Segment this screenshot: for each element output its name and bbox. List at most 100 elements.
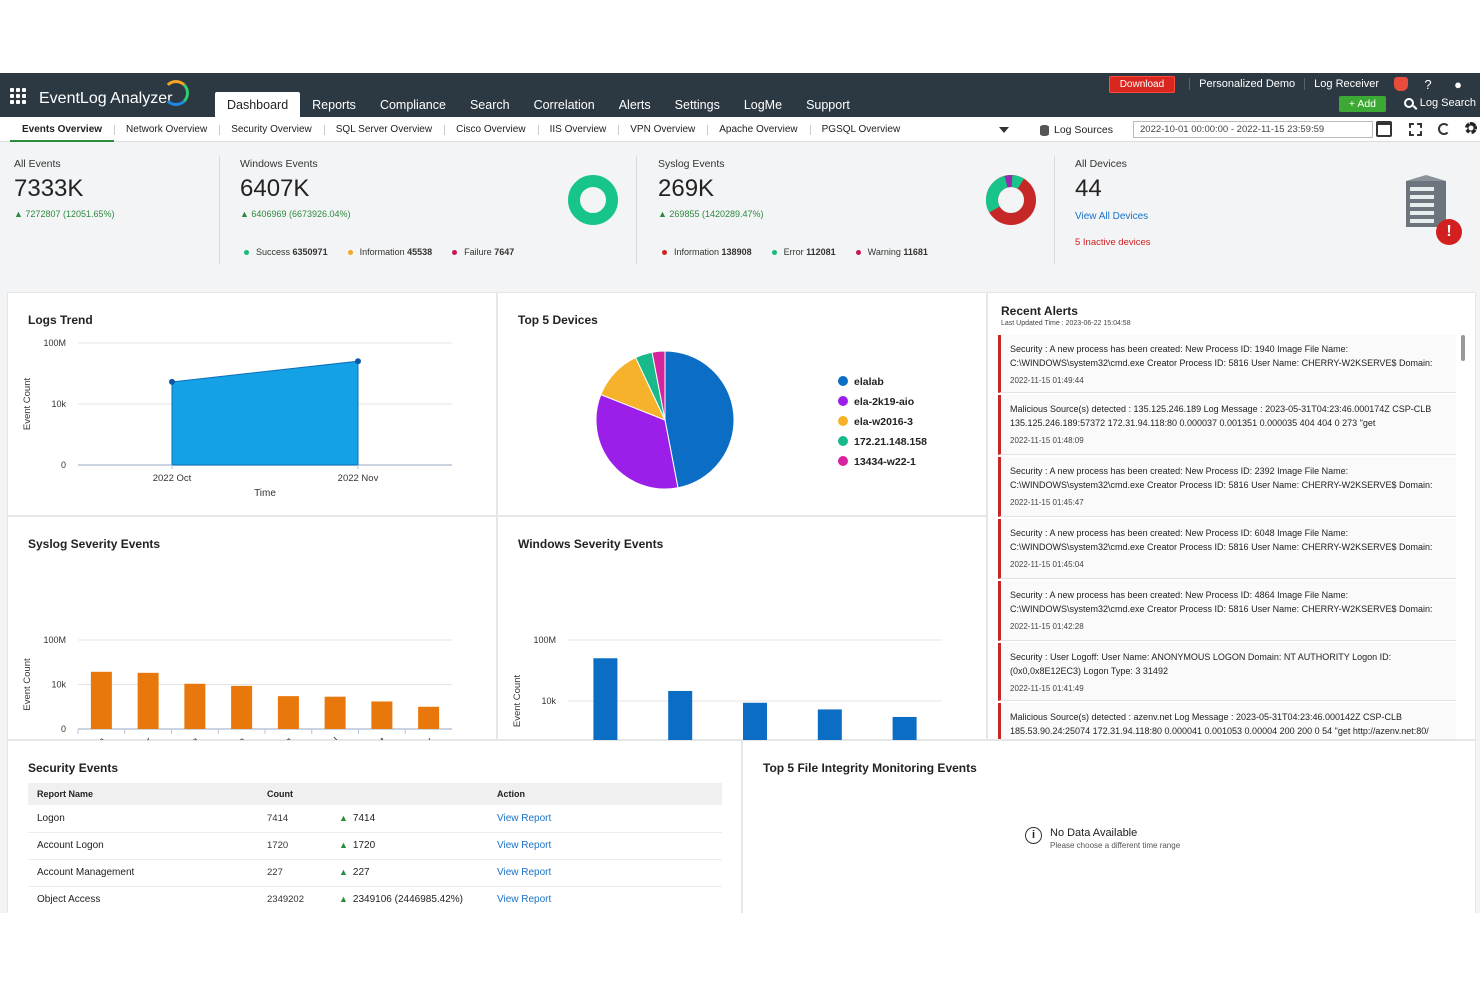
view-report-link[interactable]: View Report bbox=[497, 894, 552, 905]
area-series[interactable] bbox=[171, 360, 359, 466]
notification-bell-icon[interactable] bbox=[1394, 77, 1408, 91]
tab-events-overview[interactable]: Events Overview bbox=[10, 117, 115, 142]
alerts-scrollbar[interactable] bbox=[1461, 335, 1465, 361]
legend-item[interactable]: Success 6350971 bbox=[244, 247, 328, 257]
legend-label[interactable]: 172.21.148.158 bbox=[854, 436, 927, 448]
tab-sql-server-overview[interactable]: SQL Server Overview bbox=[323, 117, 444, 142]
legend-label[interactable]: elalab bbox=[854, 376, 884, 388]
bar[interactable] bbox=[277, 696, 299, 729]
alert-card[interactable]: Security : User Logoff: User Name: ANONY… bbox=[998, 643, 1456, 701]
legend-value: 11681 bbox=[903, 247, 928, 257]
legend-label[interactable]: 13434-w22-1 bbox=[854, 456, 916, 468]
more-tabs-chevron-down-icon[interactable] bbox=[999, 127, 1009, 133]
date-range-input[interactable]: 2022-10-01 00:00:00 - 2022-11-15 23:59:5… bbox=[1133, 121, 1373, 138]
add-button[interactable]: + Add bbox=[1338, 96, 1386, 112]
pie-slice[interactable] bbox=[664, 350, 735, 489]
bar[interactable] bbox=[418, 706, 440, 729]
log-receiver-link[interactable]: Log Receiver bbox=[1304, 78, 1388, 90]
tab-apache-overview[interactable]: Apache Overview bbox=[707, 117, 809, 142]
panel-title: Recent Alerts bbox=[1001, 304, 1078, 318]
legend-label[interactable]: ela-w2016-3 bbox=[854, 416, 913, 428]
legend-item[interactable]: Warning 11681 bbox=[855, 247, 928, 257]
nav-tab-settings[interactable]: Settings bbox=[674, 98, 720, 112]
bar[interactable] bbox=[743, 702, 767, 741]
bar[interactable] bbox=[668, 690, 693, 741]
user-avatar-icon[interactable]: ● bbox=[1454, 76, 1462, 92]
nav-tab-support[interactable]: Support bbox=[806, 98, 850, 112]
tab-security-overview[interactable]: Security Overview bbox=[219, 117, 324, 142]
nav-tab-search[interactable]: Search bbox=[469, 98, 510, 112]
help-icon[interactable]: ? bbox=[1424, 76, 1432, 92]
view-report-link[interactable]: View Report bbox=[497, 812, 552, 824]
sub-nav: Events Overview Network Overview Security … bbox=[0, 117, 1480, 142]
pie-slice[interactable] bbox=[595, 393, 679, 490]
trend-up-icon: ▲ bbox=[339, 894, 348, 904]
panel-title: Top 5 File Integrity Monitoring Events bbox=[763, 761, 977, 775]
delta-value: 1720 bbox=[352, 840, 376, 851]
view-report-link[interactable]: View Report bbox=[497, 840, 552, 851]
alert-timestamp: 2022-11-15 01:42:28 bbox=[1010, 622, 1084, 631]
nav-tab-alerts[interactable]: Alerts bbox=[618, 98, 651, 112]
y-tick-label: 100M bbox=[43, 338, 66, 348]
log-search-button[interactable]: Log Search bbox=[1403, 97, 1476, 109]
alert-card[interactable]: Security : A new process has been create… bbox=[998, 519, 1456, 579]
log-sources-button[interactable]: Log Sources bbox=[1040, 124, 1113, 136]
calendar-icon[interactable] bbox=[1376, 121, 1392, 137]
kpi-all-devices: All Devices 44 View All Devices 5 Inacti… bbox=[1075, 158, 1151, 248]
bar[interactable] bbox=[231, 685, 253, 729]
tab-vpn-overview[interactable]: VPN Overview bbox=[618, 117, 707, 142]
syslog-donut-chart[interactable] bbox=[984, 173, 1038, 227]
alert-card[interactable]: Security : A new process has been create… bbox=[998, 335, 1456, 393]
x-tick-label: 2022 Oct bbox=[153, 473, 192, 484]
log-search-label: Log Search bbox=[1419, 97, 1476, 109]
alert-card[interactable]: Security : A new process has been create… bbox=[998, 457, 1456, 517]
nav-tab-dashboard[interactable]: Dashboard bbox=[215, 92, 301, 117]
x-axis-label: Time bbox=[254, 488, 276, 499]
windows-donut-chart[interactable] bbox=[566, 173, 620, 227]
data-point[interactable] bbox=[355, 358, 361, 365]
alert-card[interactable]: Malicious Source(s) detected : azenv.net… bbox=[998, 703, 1456, 739]
bar[interactable] bbox=[184, 683, 206, 729]
tab-iis-overview[interactable]: IIS Overview bbox=[537, 117, 619, 142]
bar[interactable] bbox=[593, 658, 618, 741]
bar[interactable] bbox=[371, 701, 393, 729]
bar[interactable] bbox=[137, 672, 159, 729]
tab-cisco-overview[interactable]: Cisco Overview bbox=[444, 117, 537, 142]
download-button[interactable]: Download bbox=[1108, 75, 1176, 93]
nav-tab-compliance[interactable]: Compliance bbox=[379, 98, 446, 112]
legend-item[interactable]: Error 112081 bbox=[771, 247, 836, 257]
legend-item[interactable]: Information 45538 bbox=[347, 247, 432, 257]
legend-dot bbox=[855, 250, 861, 256]
bar[interactable] bbox=[892, 716, 917, 741]
alert-card[interactable]: Malicious Source(s) detected : 135.125.2… bbox=[998, 395, 1456, 455]
nav-tab-correlation[interactable]: Correlation bbox=[533, 98, 595, 112]
legend-item[interactable]: Failure 7647 bbox=[452, 247, 514, 257]
refresh-icon[interactable] bbox=[1438, 123, 1450, 135]
bar[interactable] bbox=[324, 696, 346, 729]
data-point[interactable] bbox=[169, 378, 175, 385]
table-row: Account Logon 1720 ▲ 1720 View Report bbox=[28, 832, 722, 860]
alert-message: Security : A new process has been create… bbox=[1010, 466, 1433, 490]
view-all-devices-link[interactable]: View All Devices bbox=[1075, 211, 1149, 222]
view-report-link[interactable]: View Report bbox=[497, 867, 552, 878]
fullscreen-icon[interactable] bbox=[1409, 123, 1422, 136]
syslog-severity-panel: Syslog Severity Events 100M 10k 0 Event Cou… bbox=[7, 516, 497, 741]
pie-slice[interactable] bbox=[651, 350, 666, 421]
alert-card[interactable]: Security : A new process has been create… bbox=[998, 581, 1456, 641]
tab-pgsql-overview[interactable]: PGSQL Overview bbox=[809, 117, 913, 142]
bar[interactable] bbox=[90, 671, 112, 729]
bar[interactable] bbox=[817, 709, 842, 741]
legend-label[interactable]: ela-2k19-aio bbox=[854, 396, 914, 408]
security-events-panel: Security Events Report Name Count Action… bbox=[7, 740, 742, 913]
column-header: Count bbox=[258, 783, 330, 805]
nav-tab-logme[interactable]: LogMe bbox=[743, 98, 783, 112]
panel-title: Logs Trend bbox=[28, 313, 93, 327]
inactive-devices-link[interactable]: 5 Inactive devices bbox=[1075, 237, 1151, 248]
nav-tab-reports[interactable]: Reports bbox=[312, 98, 356, 112]
legend-item[interactable]: Information 138908 bbox=[662, 247, 752, 257]
tab-network-overview[interactable]: Network Overview bbox=[114, 117, 219, 142]
gear-icon[interactable] bbox=[1465, 122, 1477, 134]
kpi-title: Windows Events bbox=[240, 158, 318, 170]
personalized-demo-link[interactable]: Personalized Demo bbox=[1189, 78, 1304, 90]
app-grid-icon[interactable] bbox=[10, 88, 26, 104]
